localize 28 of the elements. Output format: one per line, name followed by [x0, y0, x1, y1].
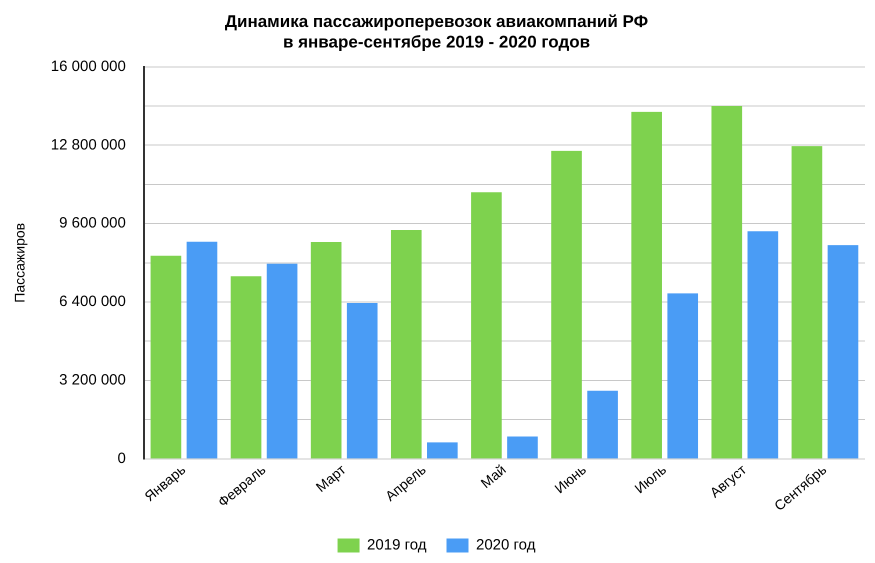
- bar: [551, 150, 582, 458]
- legend-label: 2020 год: [476, 536, 536, 554]
- bar: [828, 245, 858, 458]
- bar: [748, 231, 778, 458]
- y-tick-label: 3 200 000: [59, 372, 126, 389]
- y-tick-label: 0: [118, 450, 126, 467]
- bar: [390, 230, 422, 458]
- y-tick-label: 9 600 000: [59, 214, 126, 232]
- chart-title: Динамика пассажироперевозок авиакомпаний РФ в январе-сентябре 2019 - 2020 годов: [224, 12, 648, 52]
- y-axis-title: Пассажиров: [11, 222, 28, 303]
- y-tick-label: 6 400 000: [59, 293, 126, 310]
- y-tick-label: 16 000 000: [50, 58, 126, 75]
- bar: [310, 242, 342, 458]
- legend-label: 2019 год: [367, 536, 427, 554]
- bar: [427, 442, 458, 458]
- bar: [230, 276, 262, 458]
- bar: [186, 242, 218, 458]
- bar: [667, 293, 698, 458]
- bar: [631, 112, 662, 458]
- bar: [792, 146, 822, 458]
- bar: [150, 256, 182, 458]
- bar: [471, 192, 502, 458]
- bar: [346, 302, 378, 458]
- y-tick-label: 12 800 000: [50, 136, 126, 154]
- bar: [266, 264, 298, 458]
- bar: [587, 390, 618, 458]
- bar: [507, 436, 538, 458]
- bar: [711, 106, 742, 458]
